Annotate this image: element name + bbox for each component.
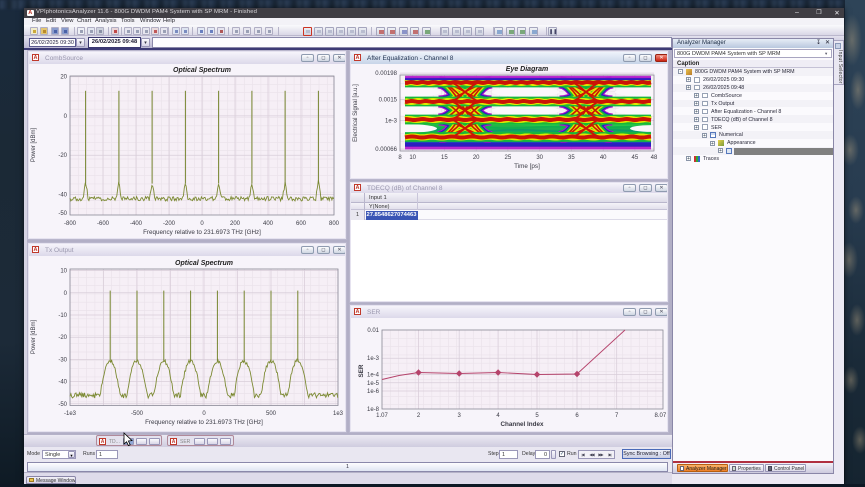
- svg-text:0.01: 0.01: [367, 328, 379, 334]
- svg-text:10: 10: [60, 269, 67, 275]
- svg-text:6: 6: [575, 413, 579, 419]
- svg-text:0.0015: 0.0015: [379, 97, 398, 103]
- svg-text:15: 15: [441, 155, 448, 161]
- svg-text:-50: -50: [58, 402, 67, 408]
- svg-text:600: 600: [296, 221, 307, 227]
- svg-text:Electrical Signal [a.u.]: Electrical Signal [a.u.]: [353, 84, 359, 142]
- svg-text:-1e3: -1e3: [64, 411, 77, 417]
- svg-text:10: 10: [409, 155, 416, 161]
- svg-text:500: 500: [266, 411, 277, 417]
- svg-text:-20: -20: [58, 153, 67, 159]
- svg-text:0: 0: [64, 291, 68, 297]
- svg-text:2: 2: [417, 413, 421, 419]
- svg-text:45: 45: [632, 155, 639, 161]
- svg-text:4: 4: [496, 413, 500, 419]
- svg-text:1e3: 1e3: [333, 411, 344, 417]
- svg-text:Frequency relative to 231.6973: Frequency relative to 231.6973 THz [GHz]: [143, 229, 261, 236]
- svg-text:30: 30: [536, 155, 543, 161]
- svg-text:1e-5: 1e-5: [367, 381, 380, 387]
- svg-text:Frequency relative to 231.6973: Frequency relative to 231.6973 THz [GHz]: [145, 419, 263, 426]
- svg-text:-400: -400: [130, 221, 143, 227]
- svg-text:-200: -200: [163, 221, 176, 227]
- svg-text:400: 400: [263, 221, 274, 227]
- svg-text:Optical Spectrum: Optical Spectrum: [173, 67, 231, 74]
- svg-text:-30: -30: [58, 357, 67, 363]
- svg-text:8: 8: [398, 155, 402, 161]
- svg-text:800: 800: [329, 221, 340, 227]
- svg-text:-40: -40: [58, 192, 67, 198]
- svg-text:-10: -10: [58, 313, 67, 319]
- svg-text:25: 25: [505, 155, 512, 161]
- svg-text:7: 7: [615, 413, 619, 419]
- svg-text:Time [ps]: Time [ps]: [514, 163, 540, 170]
- svg-text:1.07: 1.07: [376, 413, 388, 419]
- svg-text:-20: -20: [58, 335, 67, 341]
- svg-text:SER: SER: [358, 364, 365, 377]
- svg-text:-800: -800: [64, 221, 77, 227]
- svg-text:0: 0: [200, 221, 204, 227]
- svg-text:35: 35: [568, 155, 575, 161]
- svg-text:0.00066: 0.00066: [375, 147, 397, 153]
- svg-text:1e-3: 1e-3: [385, 119, 398, 125]
- svg-text:-50: -50: [58, 211, 67, 217]
- svg-text:3: 3: [458, 413, 462, 419]
- svg-text:Power [dBm]: Power [dBm]: [31, 320, 37, 355]
- svg-text:Power [dBm]: Power [dBm]: [31, 128, 37, 163]
- svg-text:48: 48: [651, 155, 658, 161]
- svg-text:Eye Diagram: Eye Diagram: [506, 66, 548, 73]
- svg-text:20: 20: [473, 155, 480, 161]
- svg-text:0.00198: 0.00198: [375, 71, 397, 77]
- svg-text:5: 5: [535, 413, 539, 419]
- svg-text:Channel Index: Channel Index: [500, 421, 544, 428]
- svg-text:1e-3: 1e-3: [367, 356, 380, 362]
- svg-text:200: 200: [230, 221, 241, 227]
- svg-text:1e-4: 1e-4: [367, 373, 380, 379]
- svg-text:0: 0: [64, 114, 68, 120]
- svg-text:40: 40: [600, 155, 607, 161]
- svg-text:20: 20: [60, 75, 67, 81]
- svg-text:-500: -500: [131, 411, 144, 417]
- svg-text:8.07: 8.07: [655, 413, 667, 419]
- svg-text:-40: -40: [58, 380, 67, 386]
- svg-text:-600: -600: [97, 221, 110, 227]
- svg-text:0: 0: [202, 411, 206, 417]
- svg-text:Optical Spectrum: Optical Spectrum: [175, 260, 233, 267]
- svg-text:1e-8: 1e-8: [367, 407, 380, 413]
- svg-text:1e-6: 1e-6: [367, 389, 380, 395]
